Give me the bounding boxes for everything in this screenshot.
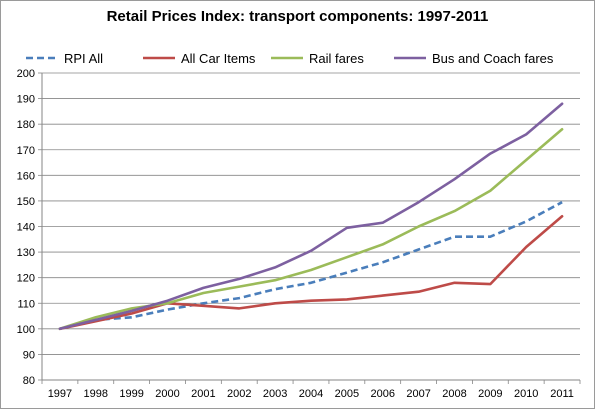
x-tick-label: 2001	[191, 388, 215, 400]
chart-title: Retail Prices Index: transport component…	[106, 8, 489, 25]
x-tick-label: 2010	[514, 388, 538, 400]
series-line-rpi-all	[59, 201, 563, 331]
grid-layer	[42, 72, 580, 381]
x-tick-label: 2002	[227, 388, 251, 400]
x-tick-label: 2005	[335, 388, 359, 400]
y-tick-label: 140	[17, 222, 35, 234]
legend-label: All Car Items	[181, 51, 256, 66]
series-line-bus-and-coach-fares	[58, 102, 564, 331]
y-tick-label: 160	[17, 170, 35, 182]
x-tick-label: 2008	[442, 388, 466, 400]
x-tick-label: 1999	[119, 388, 143, 400]
y-tick-label: 80	[23, 375, 35, 387]
y-tick-label: 180	[17, 119, 35, 131]
x-tick-label: 2003	[263, 388, 287, 400]
y-tick-label: 110	[17, 298, 35, 310]
y-tick-label: 200	[17, 68, 35, 80]
axis-layer: 80 90 100 110 120 130 140 150 160 170 180 190 200 199…	[17, 68, 581, 400]
x-tick-label: 2007	[406, 388, 430, 400]
x-tick-label: 2011	[550, 388, 574, 400]
x-tick-label: 1998	[84, 388, 108, 400]
legend-label: Rail fares	[309, 51, 364, 66]
y-tick-label: 170	[17, 145, 35, 157]
x-tick-label: 2000	[155, 388, 179, 400]
x-tick-label: 2004	[299, 388, 323, 400]
series-line-rail-fares	[58, 128, 564, 331]
x-tick-label: 1997	[48, 388, 72, 400]
series-line-all-car-items	[58, 215, 564, 331]
y-tick-label: 100	[17, 324, 35, 336]
y-tick-label: 90	[23, 349, 35, 361]
legend-label: Bus and Coach fares	[432, 51, 554, 66]
x-tick-label: 2009	[478, 388, 502, 400]
y-tick-label: 120	[17, 273, 35, 285]
legend-label: RPI All	[64, 51, 103, 66]
legend-layer: RPI All All Car Items Rail fares Bus and Co…	[26, 51, 554, 66]
series-layer	[58, 102, 564, 331]
x-tick-label: 2006	[370, 388, 394, 400]
y-tick-label: 190	[17, 94, 35, 106]
y-tick-label: 130	[17, 247, 35, 259]
y-tick-label: 150	[17, 196, 35, 208]
